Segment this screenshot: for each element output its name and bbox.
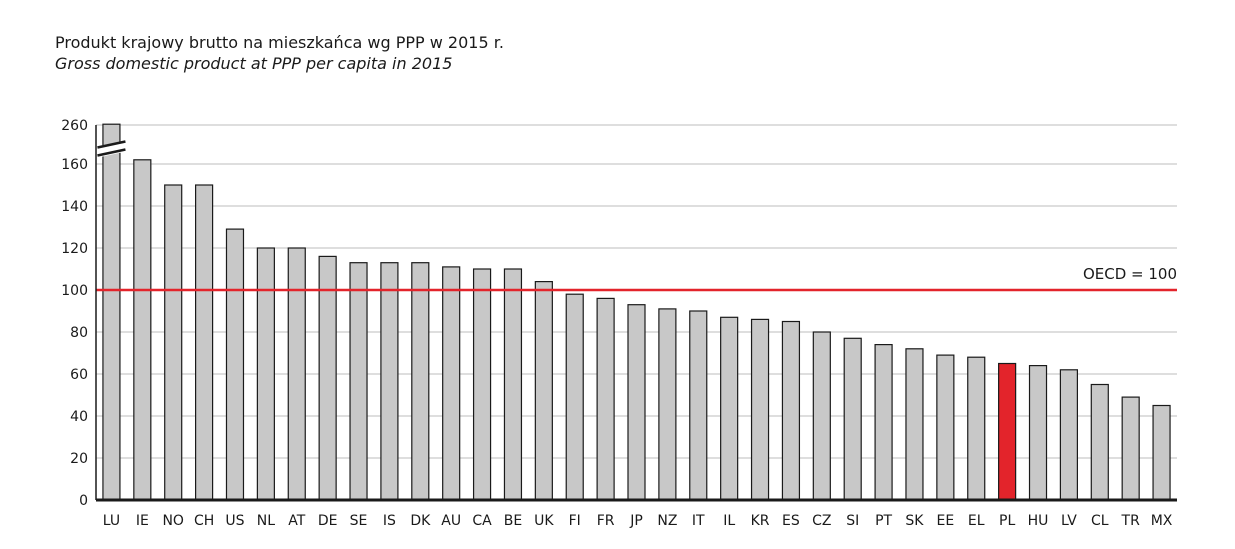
x-tick-label-IS: IS — [383, 513, 396, 529]
axis-break-line-lower — [97, 148, 126, 157]
y-axis-ticks: 0 20 40 60 80 100 120 140 160 260 — [61, 118, 88, 509]
x-tick-label-NL: NL — [257, 513, 275, 529]
y-tick-label-160: 160 — [61, 157, 88, 173]
x-tick-label-LV: LV — [1061, 513, 1077, 529]
bar-ES — [781, 320, 801, 501]
axis-break-mark — [94, 140, 129, 158]
x-tick-label-SK: SK — [905, 513, 924, 529]
x-tick-label-IE: IE — [136, 513, 149, 529]
x-tick-label-PL: PL — [999, 513, 1015, 529]
chart-subtitle: Gross domestic product at PPP per capita… — [55, 54, 453, 73]
y-tick-label-140: 140 — [61, 199, 88, 215]
bar-IL — [720, 316, 739, 501]
bar-BE — [503, 268, 523, 501]
bar-AT — [287, 247, 306, 501]
bar-PT — [874, 344, 893, 501]
x-tick-label-IL: IL — [723, 513, 735, 529]
x-tick-label-FI: FI — [569, 513, 581, 529]
y-tick-label-260: 260 — [61, 118, 88, 134]
bar-TR — [1121, 396, 1140, 501]
x-tick-label-CZ: CZ — [812, 513, 831, 529]
bar-DE — [318, 255, 337, 501]
chart-title-block: Produkt krajowy brutto na mieszkańca wg … — [55, 33, 504, 75]
bar-IT — [689, 310, 708, 501]
reference-line-group: OECD = 100 — [96, 265, 1177, 292]
bar-PL — [998, 362, 1017, 501]
x-tick-label-CA: CA — [472, 513, 492, 529]
x-tick-label-DE: DE — [318, 513, 338, 529]
x-tick-label-MX: MX — [1151, 513, 1173, 529]
bar-CL — [1090, 383, 1109, 501]
bar-SK — [905, 348, 924, 501]
bar-DK — [411, 262, 430, 501]
y-tick-label-20: 20 — [70, 451, 88, 467]
x-axis-labels: LU IE NO CH US NL AT DE SE IS DK AU CA BE UK FI FR JP NZ IT… — [103, 513, 1173, 529]
bar-IE — [133, 159, 152, 501]
bar-IS — [380, 262, 399, 501]
bars — [94, 123, 1171, 501]
y-tick-label-60: 60 — [70, 367, 88, 383]
x-tick-label-FR: FR — [597, 513, 615, 529]
y-tick-label-40: 40 — [70, 409, 88, 425]
chart-title: Produkt krajowy brutto na mieszkańca wg … — [55, 33, 504, 52]
bar-EL — [967, 356, 986, 501]
y-tick-label-100: 100 — [61, 283, 88, 299]
grid-lines — [96, 124, 1177, 459]
x-tick-label-EE: EE — [937, 513, 955, 529]
y-tick-label-120: 120 — [61, 241, 88, 257]
x-tick-label-US: US — [225, 513, 244, 529]
y-tick-label-0: 0 — [79, 493, 88, 509]
x-tick-label-TR: TR — [1121, 513, 1141, 529]
bar-NO — [164, 184, 183, 501]
bar-KR — [750, 318, 770, 501]
x-tick-label-SE: SE — [350, 513, 368, 529]
axes — [95, 125, 1177, 502]
x-tick-label-BE: BE — [504, 513, 522, 529]
bar-HU — [1028, 365, 1048, 501]
x-tick-label-DK: DK — [410, 513, 431, 529]
bar-MX — [1152, 404, 1171, 501]
x-tick-label-AT: AT — [288, 513, 305, 529]
bar-LU — [102, 123, 121, 501]
reference-line-label: OECD = 100 — [1083, 265, 1177, 283]
x-tick-label-IT: IT — [692, 513, 705, 529]
bar-FR — [596, 297, 615, 501]
x-tick-label-JP: JP — [629, 513, 643, 529]
bar-CH — [195, 184, 214, 501]
x-tick-label-KR: KR — [751, 513, 770, 529]
bar-NZ — [658, 308, 677, 501]
bar-UK — [534, 281, 553, 501]
bar-CA — [472, 268, 492, 501]
bar-US — [225, 228, 245, 501]
x-tick-label-AU: AU — [441, 513, 461, 529]
x-tick-label-UK: UK — [534, 513, 554, 529]
bar-AU — [442, 266, 461, 501]
x-tick-label-SI: SI — [846, 513, 859, 529]
x-tick-label-ES: ES — [782, 513, 800, 529]
x-tick-label-NO: NO — [162, 513, 184, 529]
bar-SE — [349, 262, 368, 501]
bar-LV — [1059, 369, 1079, 501]
bar-FI — [565, 293, 584, 501]
x-tick-label-LU: LU — [103, 513, 120, 529]
bar-CZ — [812, 331, 831, 501]
x-tick-label-NZ: NZ — [657, 513, 677, 529]
bar-SI — [843, 337, 862, 501]
x-tick-label-PT: PT — [875, 513, 892, 529]
axis-break-line-upper — [97, 140, 126, 149]
x-tick-label-HU: HU — [1028, 513, 1049, 529]
bar-JP — [627, 304, 646, 501]
y-tick-label-80: 80 — [70, 325, 88, 341]
x-tick-label-CH: CH — [194, 513, 214, 529]
x-tick-label-CL: CL — [1091, 513, 1109, 529]
bar-NL — [256, 247, 275, 501]
x-tick-label-EL: EL — [968, 513, 985, 529]
bar-EE — [936, 354, 955, 501]
